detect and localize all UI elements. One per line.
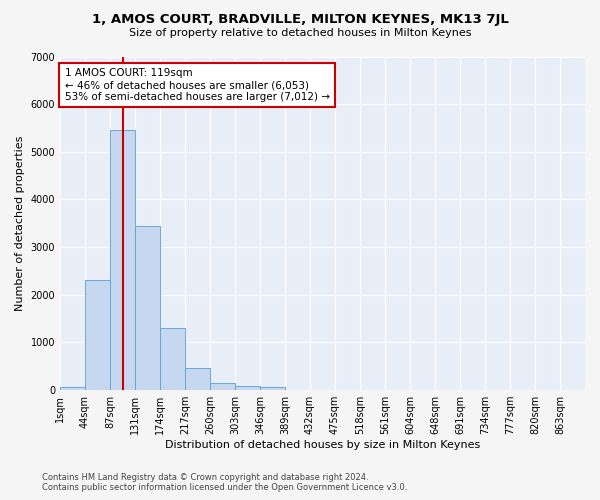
Y-axis label: Number of detached properties: Number of detached properties — [15, 136, 25, 311]
Bar — [160, 328, 185, 390]
Bar — [235, 386, 260, 390]
Bar — [110, 130, 135, 390]
Bar — [210, 382, 235, 390]
Text: 1, AMOS COURT, BRADVILLE, MILTON KEYNES, MK13 7JL: 1, AMOS COURT, BRADVILLE, MILTON KEYNES,… — [92, 12, 508, 26]
Bar — [185, 368, 210, 390]
Text: Size of property relative to detached houses in Milton Keynes: Size of property relative to detached ho… — [129, 28, 471, 38]
Text: Contains HM Land Registry data © Crown copyright and database right 2024.
Contai: Contains HM Land Registry data © Crown c… — [42, 473, 407, 492]
Bar — [135, 226, 160, 390]
Text: 1 AMOS COURT: 119sqm
← 46% of detached houses are smaller (6,053)
53% of semi-de: 1 AMOS COURT: 119sqm ← 46% of detached h… — [65, 68, 329, 102]
Bar — [60, 386, 85, 390]
Bar — [260, 388, 285, 390]
X-axis label: Distribution of detached houses by size in Milton Keynes: Distribution of detached houses by size … — [165, 440, 480, 450]
Bar — [85, 280, 110, 390]
